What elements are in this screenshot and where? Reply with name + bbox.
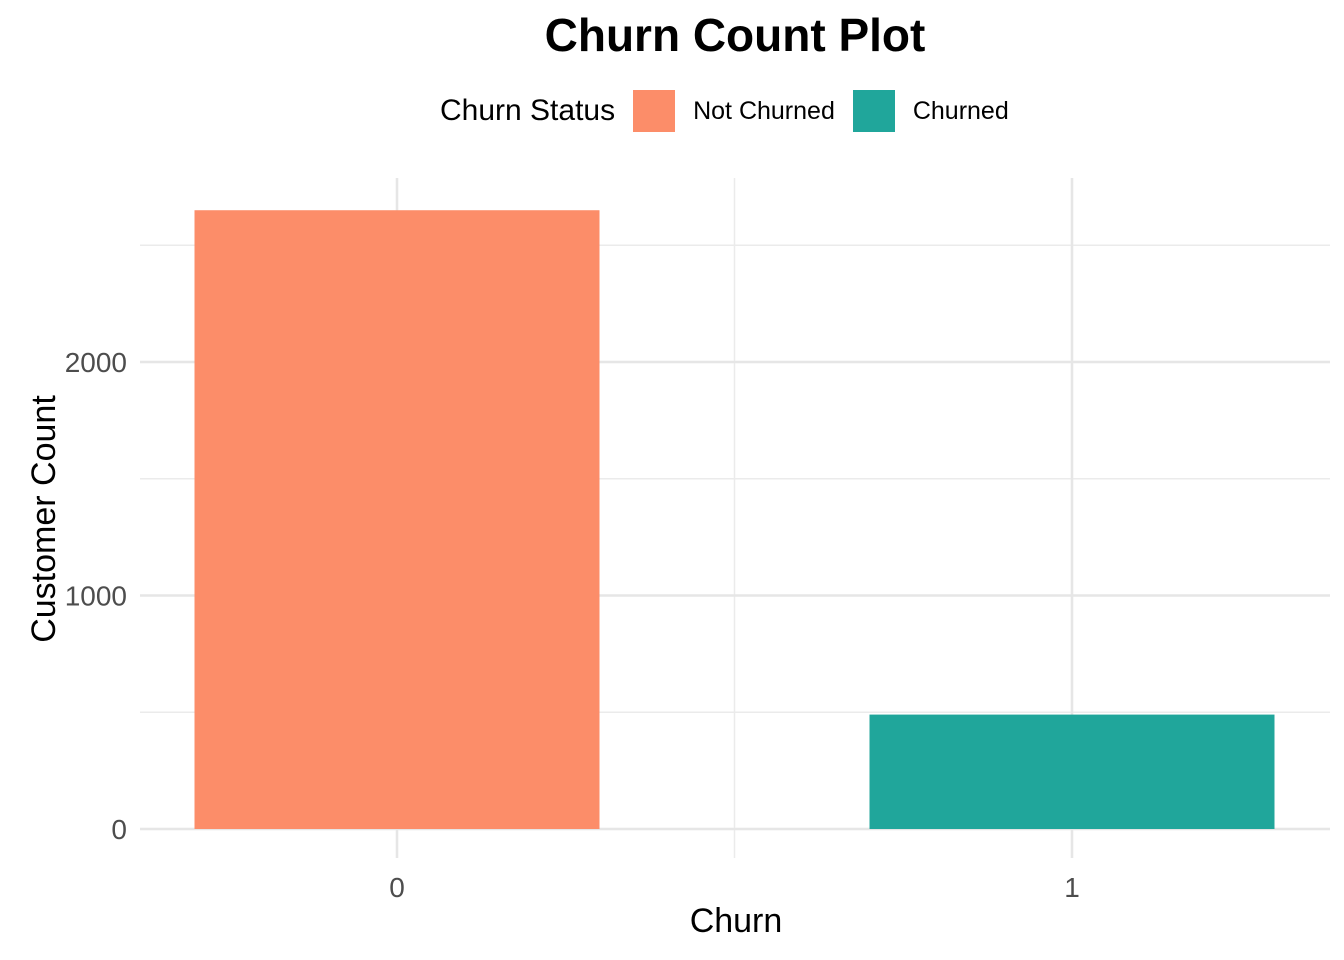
legend-label-churned: Churned — [912, 96, 1009, 125]
x-tick-label-1: 1 — [1064, 872, 1080, 903]
bar-0 — [194, 210, 600, 830]
bar-1 — [869, 714, 1275, 829]
legend-key-churned — [852, 90, 895, 132]
y-tick-label-1: 1000 — [65, 581, 127, 612]
y-tick-label-0: 0 — [111, 814, 127, 845]
x-tick-label-0: 0 — [389, 872, 405, 903]
y-tick-label-2: 2000 — [65, 347, 127, 378]
legend-key-not-churned — [633, 90, 676, 132]
chart-title: Churn Count Plot — [544, 9, 926, 61]
x-axis-title: Churn — [689, 902, 783, 940]
y-axis-title: Customer Count — [25, 395, 63, 643]
legend-label-not-churned: Not Churned — [693, 96, 835, 125]
legend: Churn Status Not Churned Churned — [440, 90, 1027, 132]
legend-title: Churn Status — [440, 94, 616, 127]
